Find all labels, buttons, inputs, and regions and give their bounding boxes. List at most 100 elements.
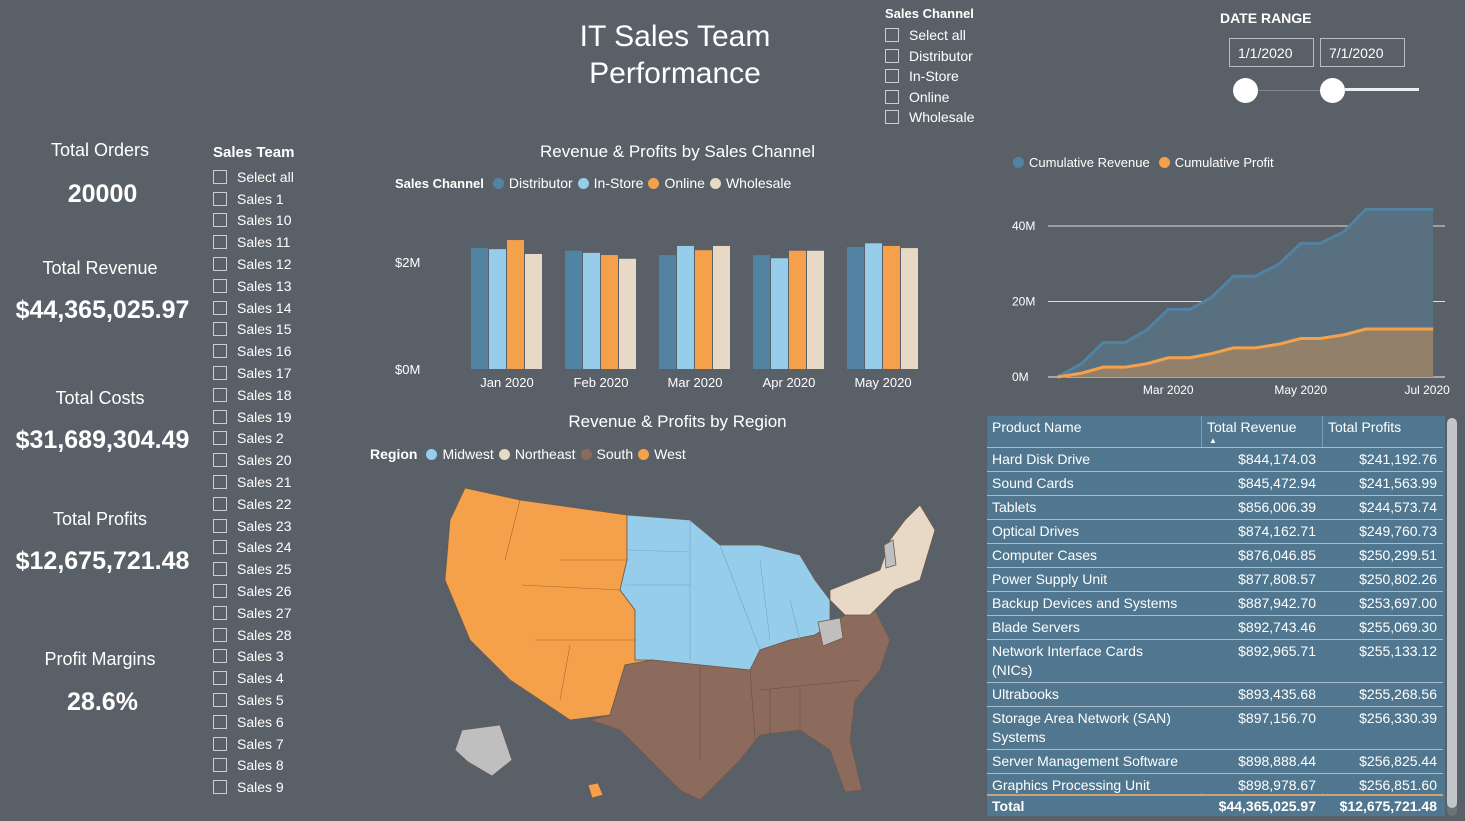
end-date-input[interactable]: 7/1/2020 <box>1320 38 1405 67</box>
bar-wholesale-mar-2020[interactable] <box>713 245 730 369</box>
start-slider-handle[interactable] <box>1233 78 1258 103</box>
table-row[interactable]: Server Management Software $898,888.44 $25… <box>987 749 1443 773</box>
legend-instore[interactable]: In-Store <box>593 175 644 191</box>
slicer-option[interactable]: Sales 21 <box>213 471 294 493</box>
slicer-option[interactable]: Sales 9 <box>213 776 294 798</box>
table-row[interactable]: Backup Devices and Systems $887,942.70 $25… <box>987 591 1443 615</box>
legend-midwest[interactable]: Midwest <box>442 446 494 462</box>
slicer-option[interactable]: Sales 27 <box>213 602 294 624</box>
checkbox[interactable] <box>213 366 227 381</box>
checkbox[interactable] <box>213 584 227 599</box>
checkbox[interactable] <box>213 235 227 250</box>
checkbox[interactable] <box>885 110 899 125</box>
slicer-option[interactable]: Wholesale <box>885 107 974 128</box>
legend-west[interactable]: West <box>654 446 686 462</box>
table-row[interactable]: Tablets $856,006.39 $244,573.74 <box>987 495 1443 519</box>
checkbox[interactable] <box>213 627 227 642</box>
bar-distributor-apr-2020[interactable] <box>753 255 770 369</box>
checkbox[interactable] <box>213 322 227 337</box>
slicer-option[interactable]: Sales 6 <box>213 711 294 733</box>
slicer-option[interactable]: Distributor <box>885 46 974 67</box>
slicer-option[interactable]: Sales 12 <box>213 253 294 275</box>
bar-online-apr-2020[interactable] <box>789 250 806 369</box>
table-row[interactable]: Sound Cards $845,472.94 $241,563.99 <box>987 471 1443 495</box>
line-cumulative-revenue[interactable] <box>1056 207 1434 379</box>
slicer-option[interactable]: Sales 23 <box>213 515 294 537</box>
header-product-name[interactable]: Product Name <box>992 419 1082 435</box>
slicer-option[interactable]: Sales 13 <box>213 275 294 297</box>
bar-in-store-apr-2020[interactable] <box>771 258 788 369</box>
checkbox[interactable] <box>213 714 227 729</box>
region-northeast[interactable] <box>829 504 936 616</box>
bar-distributor-mar-2020[interactable] <box>659 255 676 369</box>
legend-cumulative-profit[interactable]: Cumulative Profit <box>1174 155 1274 170</box>
slicer-option[interactable]: Sales 24 <box>213 537 294 559</box>
slicer-option[interactable]: Sales 1 <box>213 188 294 210</box>
line-cumulative-profit[interactable] <box>1057 327 1434 379</box>
slicer-option[interactable]: Sales 17 <box>213 362 294 384</box>
start-date-input[interactable]: 1/1/2020 <box>1229 38 1314 67</box>
checkbox[interactable] <box>213 518 227 533</box>
table-scrollbar[interactable] <box>1447 418 1457 816</box>
bar-online-jan-2020[interactable] <box>507 240 524 369</box>
header-total-profits[interactable]: Total Profits <box>1328 419 1402 435</box>
region-hawaii[interactable] <box>587 782 604 799</box>
bar-in-store-mar-2020[interactable] <box>677 245 694 369</box>
checkbox[interactable] <box>213 191 227 206</box>
checkbox[interactable] <box>885 89 899 104</box>
slicer-option[interactable]: Sales 8 <box>213 755 294 777</box>
bar-in-store-feb-2020[interactable] <box>583 252 600 369</box>
checkbox[interactable] <box>213 540 227 555</box>
slicer-option[interactable]: Sales 10 <box>213 210 294 232</box>
checkbox[interactable] <box>213 257 227 272</box>
slicer-option[interactable]: Online <box>885 87 974 108</box>
slicer-option[interactable]: Sales 26 <box>213 580 294 602</box>
checkbox[interactable] <box>213 758 227 773</box>
checkbox[interactable] <box>213 736 227 751</box>
slicer-option[interactable]: Sales 11 <box>213 231 294 253</box>
slicer-option[interactable]: Sales 25 <box>213 558 294 580</box>
checkbox[interactable] <box>213 453 227 468</box>
checkbox[interactable] <box>885 48 899 63</box>
checkbox[interactable] <box>213 649 227 664</box>
bar-wholesale-apr-2020[interactable] <box>807 250 824 369</box>
slicer-option[interactable]: Sales 3 <box>213 646 294 668</box>
bar-online-mar-2020[interactable] <box>695 250 712 369</box>
bar-wholesale-feb-2020[interactable] <box>619 258 636 369</box>
checkbox[interactable] <box>213 278 227 293</box>
slicer-option[interactable]: Sales 2 <box>213 428 294 450</box>
slicer-option[interactable]: Select all <box>213 166 294 188</box>
slicer-option[interactable]: Sales 16 <box>213 340 294 362</box>
legend-cumulative-revenue[interactable]: Cumulative Revenue <box>1029 155 1150 170</box>
table-row[interactable]: Optical Drives $874,162.71 $249,760.73 <box>987 519 1443 543</box>
bar-distributor-feb-2020[interactable] <box>565 250 582 369</box>
table-scrollbar-thumb[interactable] <box>1447 418 1457 808</box>
bar-wholesale-may-2020[interactable] <box>901 248 918 369</box>
checkbox[interactable] <box>213 409 227 424</box>
checkbox[interactable] <box>885 69 899 84</box>
table-row[interactable]: Storage Area Network (SAN) Systems $897,1… <box>987 706 1443 749</box>
checkbox[interactable] <box>213 562 227 577</box>
slicer-option[interactable]: Sales 7 <box>213 733 294 755</box>
checkbox[interactable] <box>213 387 227 402</box>
slicer-option[interactable]: Sales 22 <box>213 493 294 515</box>
checkbox[interactable] <box>213 671 227 686</box>
checkbox[interactable] <box>213 213 227 228</box>
bar-distributor-may-2020[interactable] <box>847 247 864 369</box>
slicer-option[interactable]: Sales 14 <box>213 297 294 319</box>
table-row[interactable]: Blade Servers $892,743.46 $255,069.30 <box>987 615 1443 639</box>
checkbox[interactable] <box>213 780 227 795</box>
bar-distributor-jan-2020[interactable] <box>471 248 488 369</box>
slicer-option[interactable]: Sales 28 <box>213 624 294 646</box>
slicer-option[interactable]: Sales 5 <box>213 689 294 711</box>
checkbox[interactable] <box>213 693 227 708</box>
legend-wholesale[interactable]: Wholesale <box>725 175 792 191</box>
legend-south[interactable]: South <box>596 446 634 462</box>
slicer-option[interactable]: Sales 20 <box>213 449 294 471</box>
table-row[interactable]: Graphics Processing Unit $898,978.67 $256,… <box>987 773 1443 793</box>
legend-distributor[interactable]: Distributor <box>508 175 573 191</box>
region-alaska[interactable] <box>454 724 513 777</box>
slicer-option[interactable]: Sales 4 <box>213 667 294 689</box>
bar-online-may-2020[interactable] <box>883 245 900 369</box>
bar-wholesale-jan-2020[interactable] <box>525 253 542 369</box>
